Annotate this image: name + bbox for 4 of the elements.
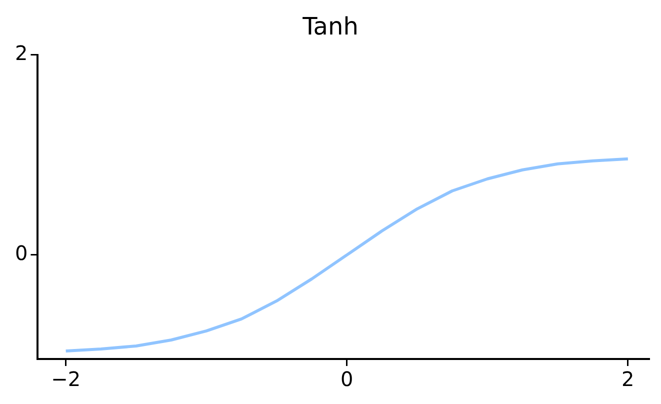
x-tick-label: 0 <box>340 367 354 392</box>
x-tick-label: 2 <box>622 367 634 392</box>
chart-title: Tanh <box>302 12 358 41</box>
x-tick-label: −2 <box>51 367 81 392</box>
